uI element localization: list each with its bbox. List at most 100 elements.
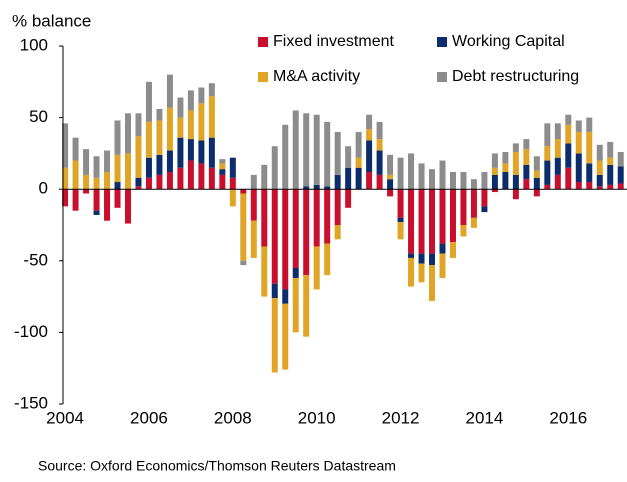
- bar: [324, 189, 331, 244]
- bar: [470, 217, 477, 228]
- bar: [240, 193, 247, 261]
- bar: [324, 121, 331, 187]
- bar: [586, 117, 593, 132]
- bar: [376, 150, 383, 175]
- bar: [481, 189, 488, 207]
- bar: [250, 189, 257, 221]
- bar: [607, 157, 614, 165]
- bar: [408, 189, 415, 254]
- bar: [449, 242, 456, 258]
- bar: [166, 74, 173, 108]
- bar: [114, 154, 121, 183]
- bar: [114, 120, 121, 155]
- bar: [607, 141, 614, 158]
- y-tick-label: -50: [23, 250, 48, 269]
- bar: [439, 253, 446, 278]
- bar: [114, 189, 121, 208]
- bar: [83, 189, 90, 194]
- bar: [439, 160, 446, 190]
- bar: [617, 166, 624, 184]
- bar: [166, 150, 173, 173]
- bar: [177, 137, 184, 168]
- bar: [104, 150, 111, 173]
- bar: [397, 189, 404, 218]
- bar: [366, 114, 373, 130]
- bar: [565, 167, 572, 190]
- bar: [491, 153, 498, 168]
- bar: [104, 189, 111, 221]
- bar: [219, 159, 226, 164]
- bar: [481, 206, 488, 213]
- bar: [544, 160, 551, 185]
- bar: [523, 164, 530, 180]
- bar: [240, 260, 247, 266]
- bar: [62, 189, 69, 207]
- bar: [460, 189, 467, 225]
- bar: [135, 186, 142, 190]
- bar: [313, 184, 320, 190]
- bar: [512, 174, 519, 190]
- bar: [355, 167, 362, 190]
- bar: [554, 157, 561, 175]
- y-tick-label: 0: [39, 179, 48, 198]
- bar: [208, 96, 215, 138]
- bar: [565, 124, 572, 144]
- bar: [177, 97, 184, 118]
- bar: [387, 189, 394, 197]
- bar: [93, 189, 100, 211]
- bar: [83, 174, 90, 190]
- bar: [523, 149, 530, 165]
- bar: [502, 151, 509, 164]
- x-tick-label: 2004: [46, 408, 84, 427]
- bar: [313, 189, 320, 247]
- bar: [554, 139, 561, 158]
- bar: [408, 153, 415, 190]
- bar: [502, 163, 509, 173]
- bar: [418, 253, 425, 264]
- bar: [607, 184, 614, 190]
- bar: [408, 253, 415, 258]
- bar: [145, 81, 152, 122]
- bar: [124, 113, 131, 154]
- bar: [72, 160, 79, 190]
- bar: [418, 163, 425, 190]
- bar: [292, 267, 299, 278]
- y-axis-label: % balance: [12, 11, 91, 30]
- bar: [282, 289, 289, 304]
- bar: [345, 146, 352, 168]
- bar: [177, 117, 184, 138]
- bar: [187, 110, 194, 140]
- bar: [303, 186, 310, 190]
- bar: [544, 123, 551, 147]
- bar: [512, 189, 519, 200]
- bar: [345, 167, 352, 190]
- bar: [345, 189, 352, 208]
- bar: [62, 123, 69, 168]
- bar: [366, 129, 373, 141]
- bar: [429, 253, 436, 266]
- bar: [565, 143, 572, 168]
- bar: [355, 131, 362, 158]
- bar: [271, 189, 278, 284]
- bar: [313, 246, 320, 290]
- legend-label: Debt restructuring: [452, 68, 579, 85]
- bar: [198, 163, 205, 190]
- bar: [502, 172, 509, 190]
- bar: [198, 87, 205, 104]
- bar: [470, 179, 477, 190]
- bar: [575, 120, 582, 132]
- bar: [617, 151, 624, 167]
- bar: [596, 186, 603, 190]
- bar: [156, 109, 163, 121]
- bar: [439, 189, 446, 244]
- bar: [240, 189, 247, 194]
- bar: [334, 189, 341, 225]
- bar: [250, 174, 257, 190]
- bar: [533, 177, 540, 190]
- y-tick-label: -150: [14, 393, 48, 412]
- bar: [324, 186, 331, 190]
- bar: [575, 131, 582, 154]
- y-tick-label: 100: [20, 35, 48, 54]
- bar: [177, 167, 184, 190]
- bar: [449, 172, 456, 190]
